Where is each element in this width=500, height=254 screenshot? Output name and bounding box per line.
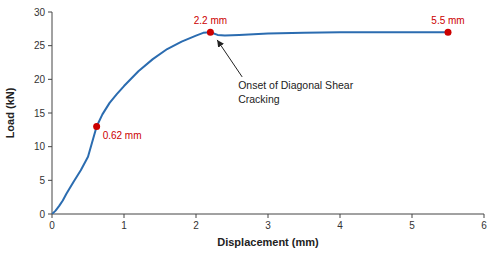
y-tick: [48, 79, 52, 80]
x-tick: [484, 214, 485, 218]
y-tick: [48, 214, 52, 215]
y-tick-label: 15: [34, 108, 46, 119]
x-tick: [124, 214, 125, 218]
x-tick-label: 2: [193, 220, 199, 231]
y-tick: [48, 180, 52, 181]
callout-arrow: [217, 40, 242, 77]
x-tick: [340, 214, 341, 218]
y-tick: [48, 146, 52, 147]
x-tick-label: 3: [265, 220, 271, 231]
y-tick: [48, 113, 52, 114]
plot-area: [52, 29, 452, 214]
x-tick-label: 4: [337, 220, 343, 231]
annotation-marker: [445, 29, 452, 36]
y-tick-label: 0: [39, 209, 45, 220]
annotation-label: 2.2 mm: [194, 15, 227, 26]
annotation-marker: [207, 29, 214, 36]
x-tick: [268, 214, 269, 218]
y-tick-label: 5: [39, 175, 45, 186]
y-tick-label: 10: [34, 141, 46, 152]
y-tick: [48, 45, 52, 46]
y-tick-label: 25: [34, 40, 46, 51]
y-tick-label: 30: [34, 7, 46, 18]
y-axis-label: Load (kN): [4, 87, 16, 138]
y-tick-label: 20: [34, 74, 46, 85]
annotation-marker: [93, 123, 100, 130]
x-tick-label: 1: [121, 220, 127, 231]
y-tick: [48, 12, 52, 13]
annotation-label: 5.5 mm: [431, 15, 464, 26]
x-axis-label: Displacement (mm): [217, 236, 319, 248]
x-tick-label: 5: [409, 220, 415, 231]
callout-text: Onset of Diagonal ShearCracking: [238, 79, 353, 105]
annotation-label: 0.62 mm: [103, 130, 142, 141]
x-tick: [412, 214, 413, 218]
x-tick-label: 0: [49, 220, 55, 231]
curve: [52, 32, 448, 214]
x-tick: [52, 214, 53, 218]
x-tick-label: 6: [481, 220, 487, 231]
x-tick: [196, 214, 197, 218]
